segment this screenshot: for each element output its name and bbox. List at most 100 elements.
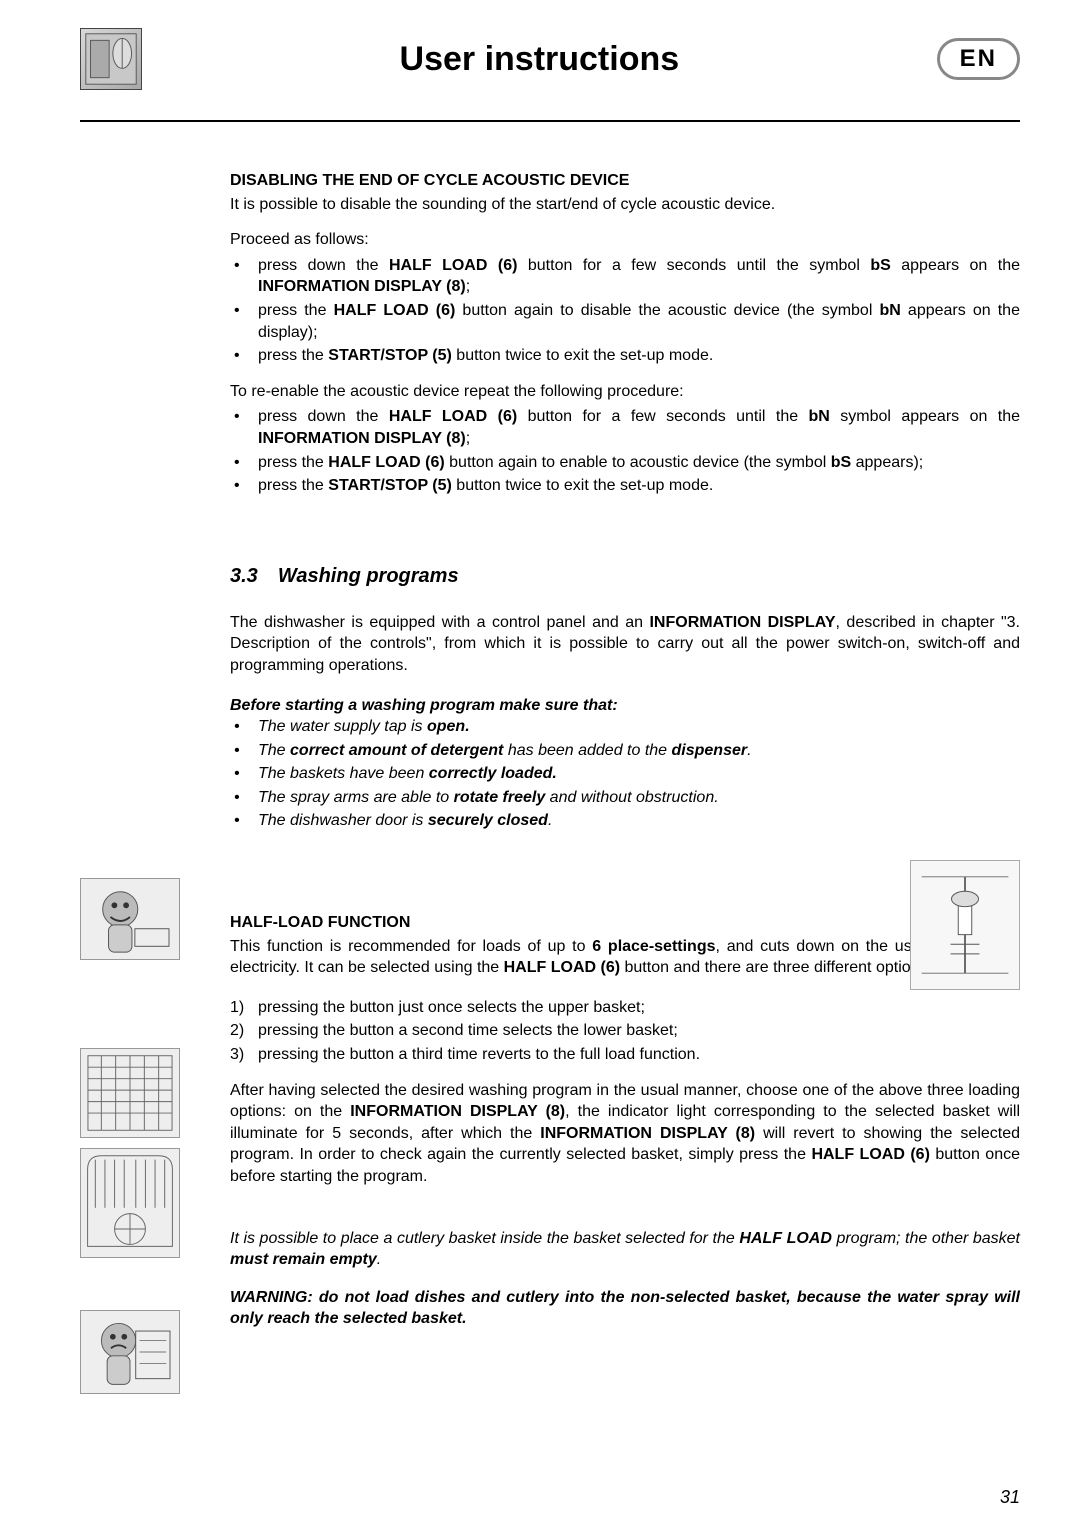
header-rule <box>80 120 1020 122</box>
list-item: 2) pressing the button a second time sele… <box>230 1020 1020 1042</box>
text: HALF LOAD (6) <box>389 408 517 425</box>
text: symbol appears on the <box>830 408 1020 425</box>
page-header: User instructions EN <box>80 28 1020 90</box>
text: The dishwasher is equipped with a contro… <box>230 614 649 631</box>
text: HALF LOAD (6) <box>504 959 620 976</box>
text: button for a few seconds until the <box>517 408 808 425</box>
list-item: press the START/STOP (5) button twice to… <box>230 345 1020 367</box>
text: . <box>548 812 552 829</box>
lower-basket-illustration <box>80 1148 180 1258</box>
text: INFORMATION DISPLAY (8) <box>258 430 466 447</box>
list-item: The dishwasher door is securely closed. <box>230 810 1020 832</box>
text: button twice to exit the set-up mode. <box>452 347 713 364</box>
text: must remain empty <box>230 1251 377 1268</box>
cutlery-note: It is possible to place a cutlery basket… <box>230 1228 1020 1271</box>
warning-mascot-illustration <box>80 1310 180 1394</box>
text: This function is recommended for loads o… <box>230 938 592 955</box>
appliance-icon <box>80 28 142 90</box>
tap-diagram-illustration <box>910 860 1020 990</box>
text: open. <box>427 718 470 735</box>
text: appears); <box>851 454 923 471</box>
text: correct amount of detergent <box>290 742 503 759</box>
text: button again to enable to acoustic devic… <box>445 454 831 471</box>
text: press down the <box>258 257 389 274</box>
text: securely closed <box>428 812 548 829</box>
list-item: press the HALF LOAD (6) button again to … <box>230 300 1020 343</box>
text: correctly loaded. <box>429 765 557 782</box>
page-number: 31 <box>1000 1487 1020 1508</box>
upper-basket-illustration <box>80 1048 180 1138</box>
list-item: press down the HALF LOAD (6) button for … <box>230 406 1020 449</box>
text: pressing the button a second time select… <box>258 1022 678 1039</box>
reenable-label: To re-enable the acoustic device repeat … <box>230 381 1020 403</box>
halfload-heading: HALF-LOAD FUNCTION <box>230 912 1020 934</box>
text: program; the other basket <box>832 1230 1020 1247</box>
page-title: User instructions <box>142 40 937 79</box>
item-number: 1) <box>230 997 244 1019</box>
text: INFORMATION DISPLAY (8) <box>258 278 466 295</box>
text: ; <box>466 278 470 295</box>
text: bS <box>831 454 851 471</box>
text: START/STOP (5) <box>328 347 452 364</box>
text: rotate freely <box>454 789 546 806</box>
item-number: 2) <box>230 1020 244 1042</box>
text: The <box>258 742 290 759</box>
text: The spray arms are able to <box>258 789 454 806</box>
language-badge: EN <box>937 38 1020 80</box>
subsection-heading-row: 3.3 Washing programs <box>230 563 1020 590</box>
text: button and there are three different opt… <box>620 959 932 976</box>
text: press down the <box>258 408 389 425</box>
text: The baskets have been <box>258 765 429 782</box>
text: bN <box>879 302 900 319</box>
text: button for a few seconds until the symbo… <box>517 257 870 274</box>
text: and without obstruction. <box>545 789 718 806</box>
halfload-options: 1) pressing the button just once selects … <box>230 997 1020 1066</box>
washing-intro: The dishwasher is equipped with a contro… <box>230 612 1020 677</box>
text: . <box>377 1251 381 1268</box>
list-item: 3) pressing the button a third time rever… <box>230 1044 1020 1066</box>
text: 6 place-settings <box>592 938 715 955</box>
enable-steps-list: press down the HALF LOAD (6) button for … <box>230 406 1020 496</box>
subsection-title: Washing programs <box>278 563 459 590</box>
text: HALF LOAD (6) <box>389 257 517 274</box>
text: bN <box>809 408 830 425</box>
text: dispenser <box>672 742 748 759</box>
text: The water supply tap is <box>258 718 427 735</box>
text: INFORMATION DISPLAY <box>649 614 835 631</box>
list-item: The baskets have been correctly loaded. <box>230 763 1020 785</box>
list-item: press the START/STOP (5) button twice to… <box>230 475 1020 497</box>
text: press the <box>258 302 334 319</box>
text: HALF LOAD (6) <box>328 454 444 471</box>
warning-text: WARNING: do not load dishes and cutlery … <box>230 1287 1020 1330</box>
text: press the <box>258 477 328 494</box>
acoustic-intro: It is possible to disable the sounding o… <box>230 194 1020 216</box>
text: has been added to the <box>503 742 671 759</box>
text: INFORMATION DISPLAY (8) <box>350 1103 565 1120</box>
text: HALF LOAD (6) <box>334 302 456 319</box>
text: appears on the <box>891 257 1020 274</box>
before-heading: Before starting a washing program make s… <box>230 695 1020 717</box>
text: bS <box>870 257 890 274</box>
text: HALF LOAD <box>739 1230 832 1247</box>
text: button twice to exit the set-up mode. <box>452 477 713 494</box>
text: HALF LOAD (6) <box>811 1146 929 1163</box>
subsection-number: 3.3 <box>230 563 258 590</box>
text: The dishwasher door is <box>258 812 428 829</box>
item-number: 3) <box>230 1044 244 1066</box>
text: press the <box>258 454 328 471</box>
before-list: The water supply tap is open. The correc… <box>230 716 1020 832</box>
disable-steps-list: press down the HALF LOAD (6) button for … <box>230 255 1020 367</box>
list-item: press down the HALF LOAD (6) button for … <box>230 255 1020 298</box>
text: START/STOP (5) <box>328 477 452 494</box>
text: pressing the button just once selects th… <box>258 999 645 1016</box>
halfload-after: After having selected the desired washin… <box>230 1080 1020 1188</box>
list-item: press the HALF LOAD (6) button again to … <box>230 452 1020 474</box>
list-item: The correct amount of detergent has been… <box>230 740 1020 762</box>
text: button again to disable the acoustic dev… <box>455 302 879 319</box>
text: pressing the button a third time reverts… <box>258 1046 700 1063</box>
section-acoustic: DISABLING THE END OF CYCLE ACOUSTIC DEVI… <box>230 170 1020 1330</box>
text: . <box>747 742 751 759</box>
text: INFORMATION DISPLAY (8) <box>540 1125 755 1142</box>
acoustic-heading: DISABLING THE END OF CYCLE ACOUSTIC DEVI… <box>230 170 1020 192</box>
mascot-illustration <box>80 878 180 960</box>
